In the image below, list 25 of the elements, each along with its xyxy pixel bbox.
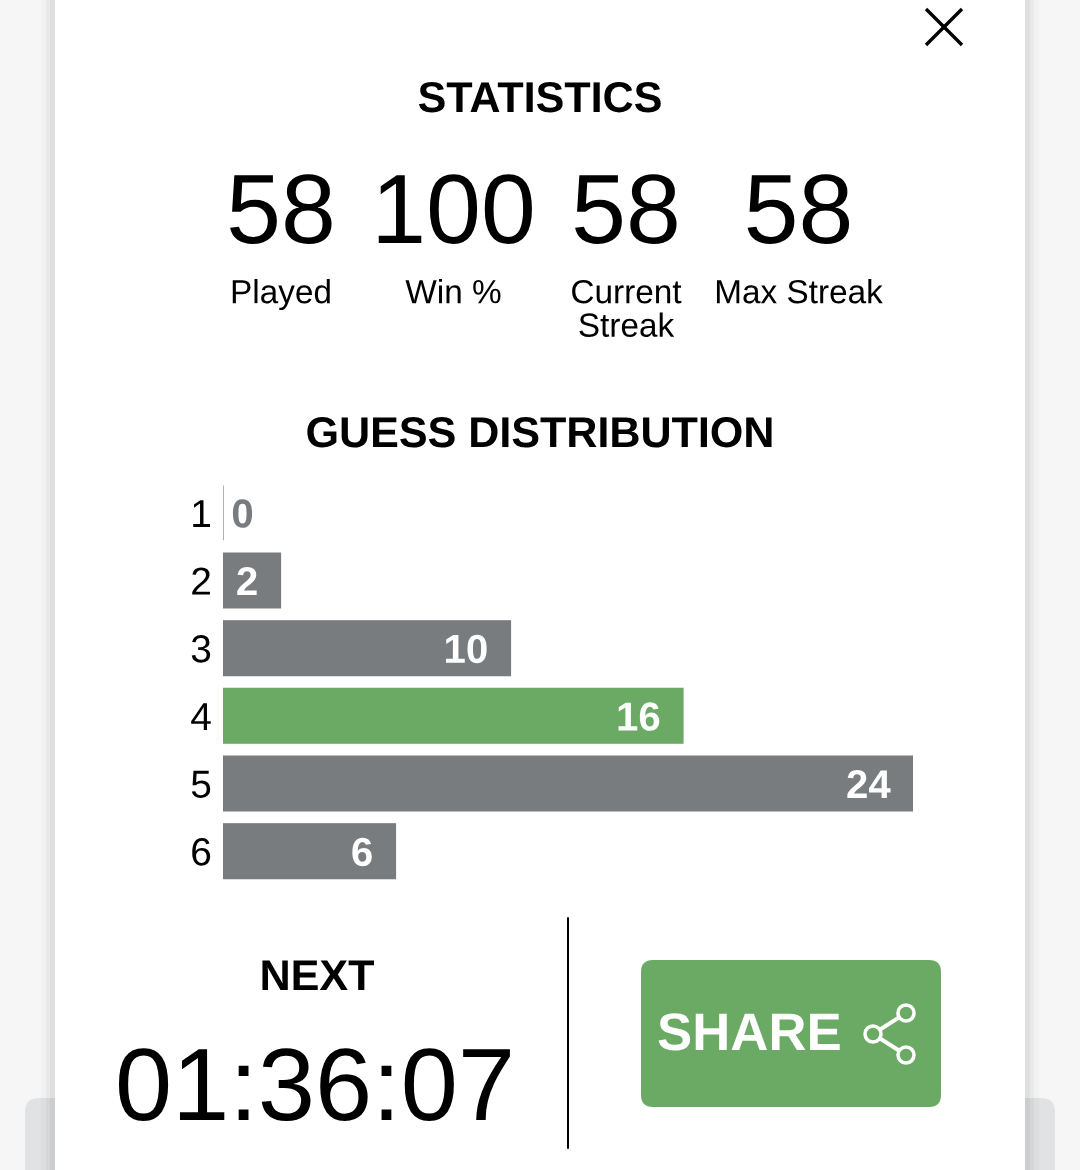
text: Played bbox=[232, 279, 330, 311]
text: 58 bbox=[747, 174, 850, 244]
data-label: 6 bbox=[352, 837, 372, 867]
text: 01:36:07 bbox=[119, 1048, 510, 1122]
y-tick-label: 1 bbox=[193, 500, 210, 527]
text: Win % bbox=[405, 279, 501, 304]
y-tick-label: 3 bbox=[191, 635, 211, 663]
chart-title: GUESS DISTRIBUTION bbox=[307, 416, 772, 448]
text: NEXT bbox=[262, 960, 374, 990]
y-tick-label: 6 bbox=[192, 838, 211, 866]
y-tick-label: 4 bbox=[191, 703, 211, 730]
data-label: 10 bbox=[446, 634, 487, 664]
text: STATISTICS bbox=[418, 81, 661, 113]
data-label: 24 bbox=[847, 769, 891, 799]
data-label: 0 bbox=[232, 499, 253, 528]
text: 58 bbox=[230, 174, 332, 244]
text: SHARE bbox=[658, 1013, 840, 1051]
text: 100 bbox=[378, 174, 532, 244]
data-label: 16 bbox=[618, 702, 660, 731]
y-tick-label: 2 bbox=[192, 567, 210, 595]
text: Current Streak bbox=[572, 279, 682, 337]
text: 58 bbox=[575, 174, 677, 244]
y-tick-label: 5 bbox=[191, 770, 211, 798]
data-label: 2 bbox=[237, 566, 257, 596]
text: Max Streak bbox=[716, 279, 883, 304]
